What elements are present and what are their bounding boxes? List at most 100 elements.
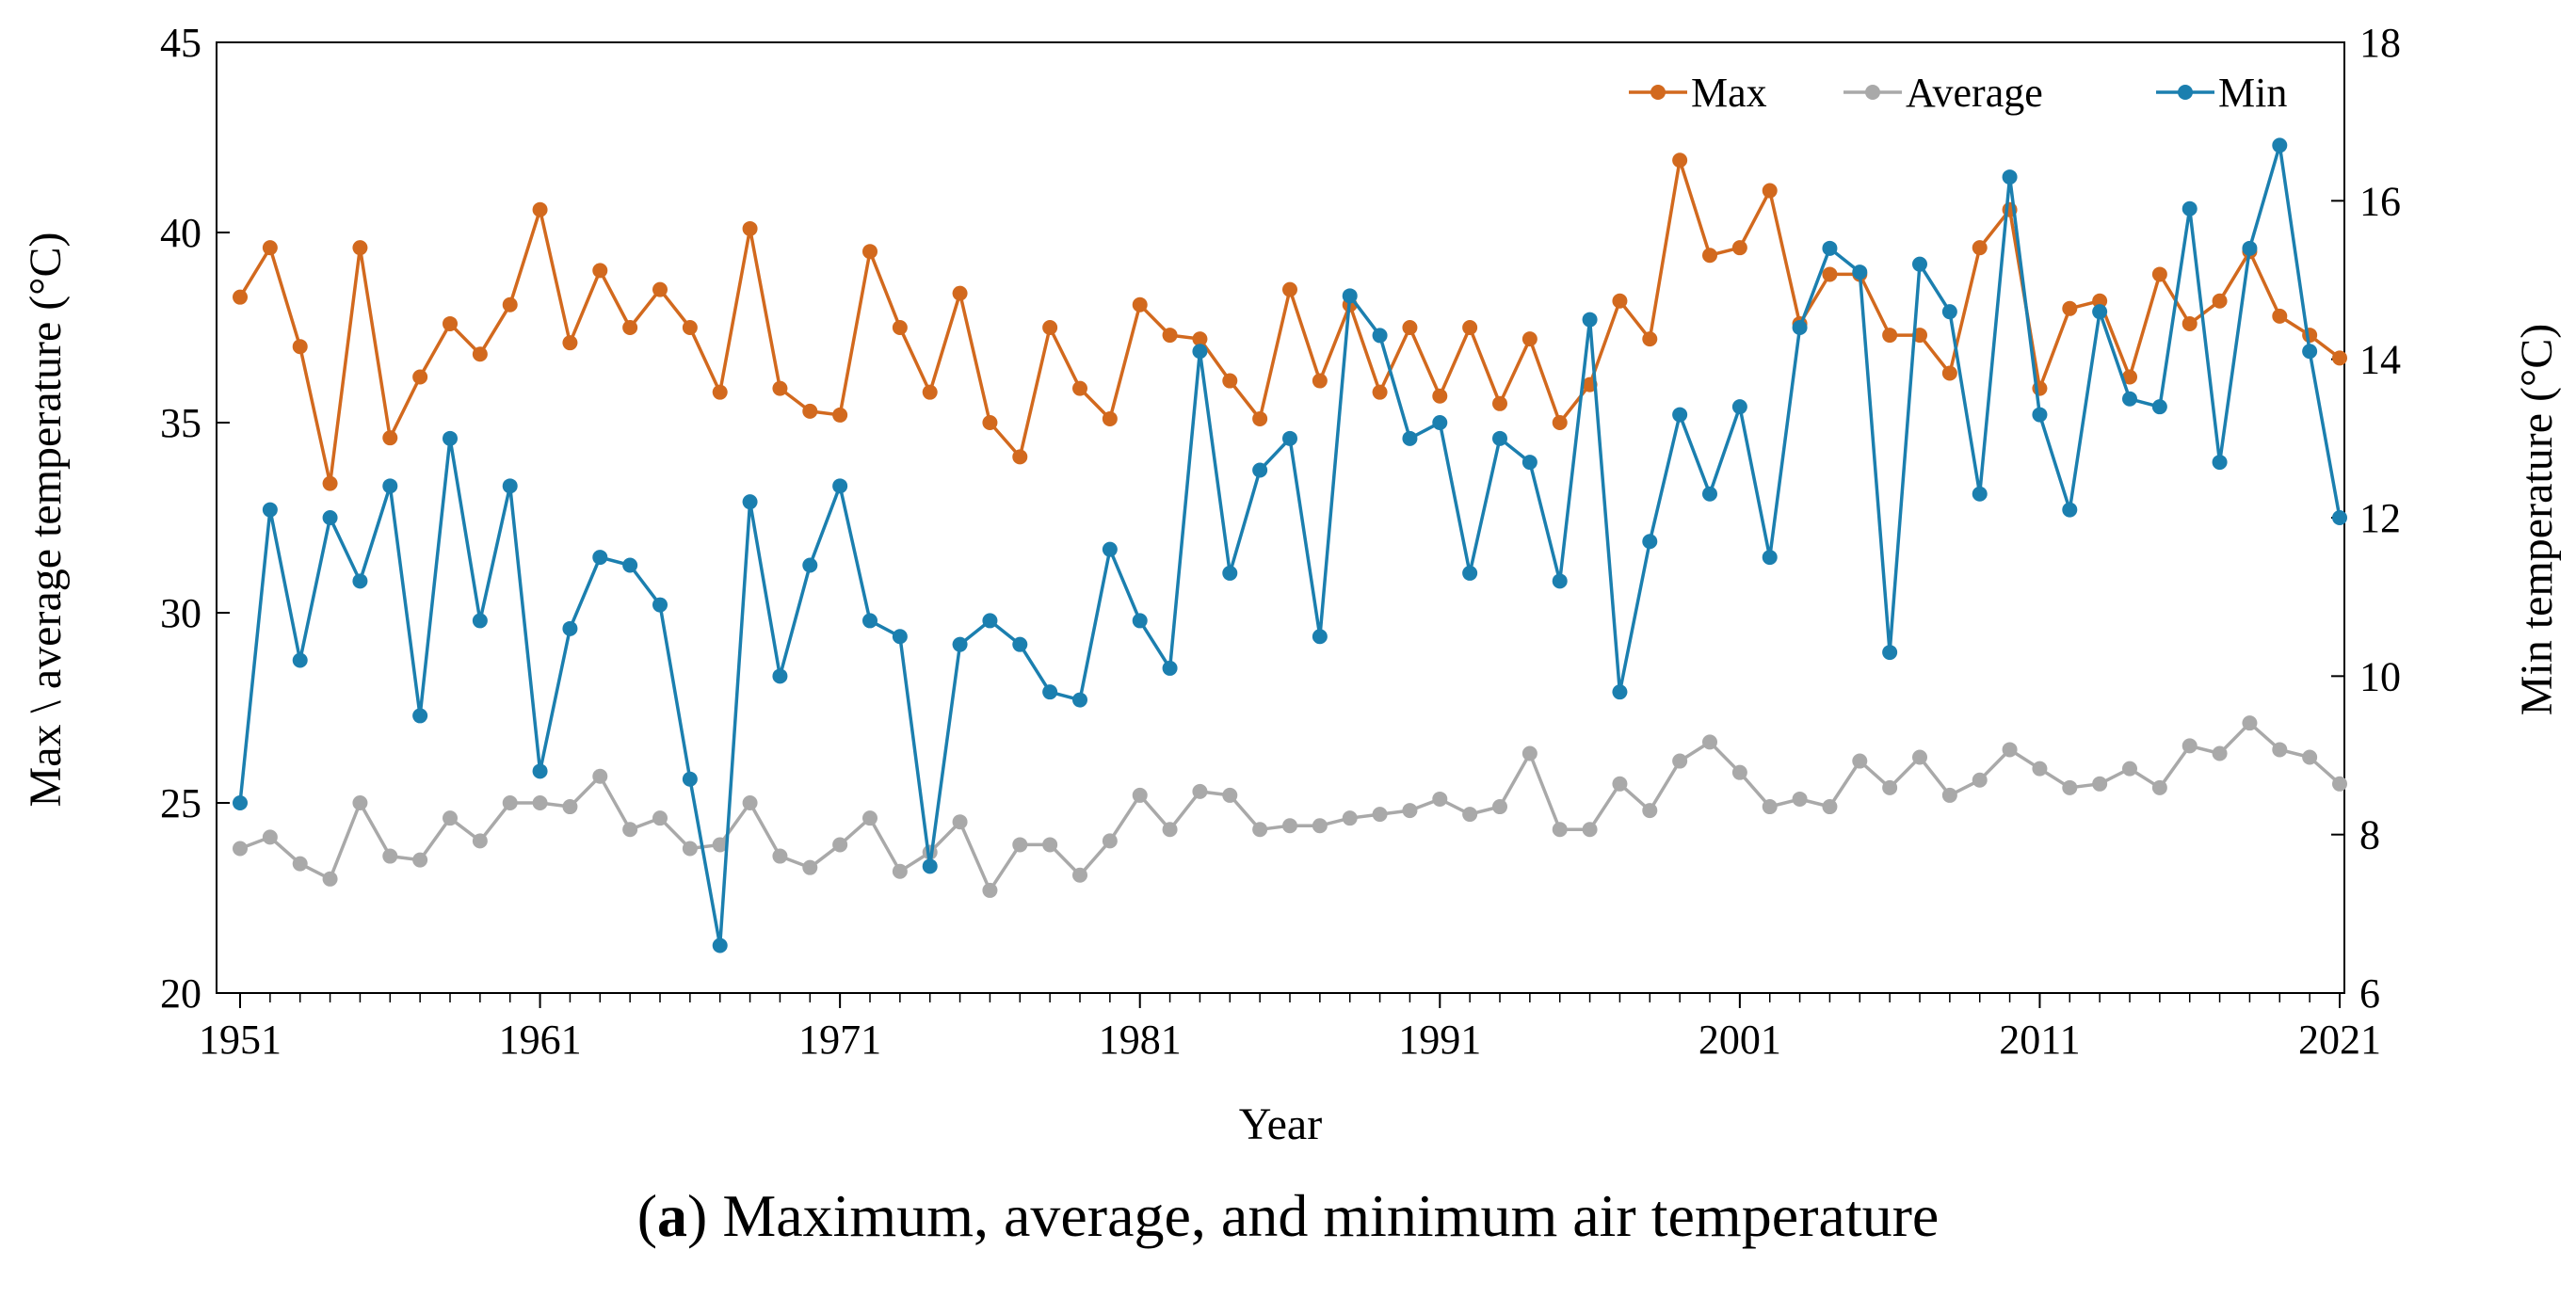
average-point	[1462, 807, 1478, 823]
average-point	[262, 829, 278, 845]
average-point	[862, 810, 877, 826]
average-point	[2212, 745, 2228, 761]
max-point	[1642, 331, 1658, 347]
min-point	[2242, 240, 2258, 256]
min-point	[1582, 312, 1598, 328]
average-point	[2092, 776, 2108, 792]
max-point	[1492, 395, 1507, 411]
min-point	[1342, 288, 1358, 304]
max-point	[2092, 293, 2108, 309]
average-point	[1252, 822, 1268, 838]
average-point	[1042, 837, 1058, 853]
average-point	[532, 795, 548, 810]
max-point	[2122, 369, 2137, 385]
average-series-line	[239, 721, 2342, 892]
average-point	[2242, 715, 2258, 731]
x-tick-label: 1991	[1398, 1017, 1481, 1063]
average-point	[1432, 791, 1448, 807]
min-point	[2332, 510, 2347, 525]
right-tick-label: 18	[2359, 20, 2401, 66]
right-axis-title: Min temperature (°C)	[2512, 324, 2562, 715]
max-point	[1252, 410, 1268, 426]
average-point	[1222, 787, 1238, 803]
average-point	[1192, 783, 1208, 799]
max-point	[622, 320, 638, 335]
average-point	[2182, 738, 2198, 754]
left-tick-label: 30	[160, 590, 201, 636]
max-point	[352, 240, 368, 256]
max-point	[292, 339, 308, 355]
average-point	[322, 871, 338, 887]
average-point	[1702, 734, 1717, 750]
max-point	[1012, 449, 1028, 465]
max-point	[892, 320, 908, 335]
legend: Max Average Min	[1629, 70, 2287, 116]
average-point	[1941, 787, 1957, 803]
max-point	[1521, 331, 1538, 347]
max-point	[1941, 365, 1957, 381]
max-point	[2062, 300, 2078, 316]
max-point	[1402, 320, 1418, 335]
min-point	[922, 858, 938, 874]
max-point	[922, 384, 938, 400]
max-point	[1222, 373, 1238, 389]
max-point	[2151, 266, 2167, 282]
average-point	[2302, 749, 2318, 765]
average-point	[1912, 749, 1927, 765]
average-point	[742, 795, 758, 810]
min-point	[2092, 304, 2108, 320]
average-point	[1731, 764, 1747, 780]
average-point	[443, 810, 458, 826]
left-tick-label: 25	[160, 780, 201, 826]
average-point	[1612, 776, 1628, 792]
max-point	[802, 403, 818, 419]
min-point	[1042, 684, 1058, 700]
average-point	[233, 841, 248, 857]
max-point	[1731, 240, 1747, 256]
min-point	[952, 636, 968, 652]
legend-label-max: Max	[1691, 70, 1767, 116]
average-point	[952, 814, 968, 830]
min-point	[2182, 200, 2198, 216]
max-point	[233, 289, 248, 305]
max-point	[2182, 315, 2198, 331]
average-point	[1162, 822, 1178, 838]
min-point	[502, 478, 518, 494]
min-point	[412, 708, 428, 724]
average-point	[1642, 803, 1658, 819]
average-point	[412, 852, 428, 868]
min-point	[352, 573, 368, 589]
legend-marker-max	[1650, 85, 1666, 100]
min-point	[2212, 455, 2228, 471]
legend-label-average: Average	[1906, 70, 2043, 116]
average-point	[1492, 799, 1507, 815]
min-point	[1222, 565, 1238, 581]
min-point	[1882, 645, 1898, 661]
max-point	[832, 407, 848, 423]
average-point	[592, 768, 608, 784]
average-point	[2272, 742, 2288, 758]
max-point	[2212, 293, 2228, 309]
min-point	[1162, 660, 1178, 676]
average-point	[1102, 833, 1118, 849]
average-point	[1582, 822, 1598, 838]
min-point	[1672, 407, 1688, 423]
left-tick-label: 40	[160, 210, 201, 256]
min-point	[472, 613, 488, 629]
average-point	[1342, 810, 1358, 826]
average-point	[892, 863, 908, 879]
max-point	[1102, 410, 1118, 426]
min-point	[292, 652, 308, 668]
min-point	[1102, 541, 1118, 557]
min-point	[802, 557, 818, 573]
max-point	[1972, 240, 1988, 256]
min-point	[233, 795, 248, 810]
average-point	[1132, 787, 1148, 803]
average-point	[1372, 807, 1388, 823]
min-point	[712, 937, 728, 953]
min-point	[2122, 391, 2137, 407]
min-point	[892, 629, 908, 645]
max-point	[592, 263, 608, 279]
min-point	[1012, 636, 1028, 652]
